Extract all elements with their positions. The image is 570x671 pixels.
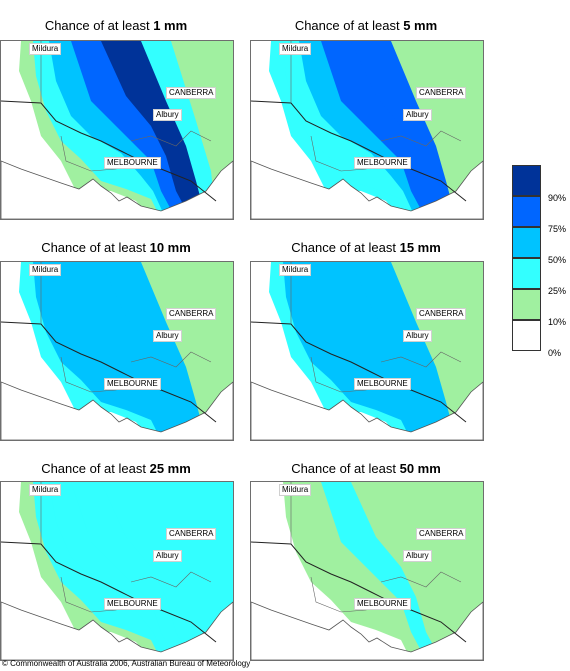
sea-area (1, 160, 233, 219)
probability-zone-6 (171, 41, 233, 219)
city-label-melbourne: MELBOURNE (104, 598, 161, 610)
copyright-notice: © Commonwealth of Australia 2006, Austra… (2, 659, 251, 668)
state-border-line (1, 321, 217, 423)
probability-map-svg (1, 482, 233, 660)
city-label-albury: Albury (403, 550, 432, 562)
city-label-melbourne: MELBOURNE (104, 157, 161, 169)
legend-label-10: 10% (548, 317, 567, 327)
city-label-canberra: CANBERRA (416, 308, 467, 320)
probability-map-svg (251, 41, 483, 219)
panel-amount: 10 mm (149, 240, 191, 255)
legend-swatch-50 (512, 227, 541, 258)
panel-amount: 5 mm (403, 18, 438, 33)
map-50mm: Mildura CANBERRA Albury MELBOURNE (250, 481, 484, 661)
probability-zone-4 (101, 482, 233, 660)
district-boundary-line (130, 351, 212, 368)
state-border-line (251, 541, 467, 643)
city-label-mildura: Mildura (29, 264, 62, 276)
sea-area (251, 601, 483, 660)
panel-amount: 50 mm (399, 461, 441, 476)
legend-swatch-25 (512, 258, 541, 289)
panel-title-50mm: Chance of at least 50 mm (291, 461, 441, 476)
map-10mm: Mildura CANBERRA Albury MELBOURNE (0, 261, 234, 441)
panel-title-1mm: Chance of at least 1 mm (44, 18, 188, 33)
state-border-line (251, 100, 467, 202)
probability-map-svg (1, 262, 233, 440)
sea-area (251, 160, 483, 219)
panel-title-10mm: Chance of at least 10 mm (41, 240, 191, 255)
probability-zone-5 (391, 262, 483, 440)
map-15mm: Mildura CANBERRA Albury MELBOURNE (250, 261, 484, 441)
city-label-melbourne: MELBOURNE (354, 157, 411, 169)
city-label-mildura: Mildura (279, 43, 312, 55)
sea-area (1, 601, 233, 660)
probability-zone-5 (141, 262, 233, 440)
legend-label-0: 0% (548, 348, 562, 358)
probability-map-svg (251, 482, 483, 660)
city-label-melbourne: MELBOURNE (104, 378, 161, 390)
city-label-melbourne: MELBOURNE (354, 598, 411, 610)
panel-amount: 25 mm (149, 461, 191, 476)
city-label-albury: Albury (153, 330, 182, 342)
sea-area (1, 381, 233, 440)
map-25mm: Mildura CANBERRA Albury MELBOURNE (0, 481, 234, 661)
city-label-albury: Albury (153, 109, 182, 121)
state-border-line (1, 100, 217, 202)
city-label-albury: Albury (153, 550, 182, 562)
state-border-line (251, 321, 467, 423)
probability-map-svg (1, 41, 233, 219)
panel-amount: 1 mm (153, 18, 188, 33)
district-boundary-line (380, 130, 462, 147)
probability-map-svg (251, 262, 483, 440)
city-label-canberra: CANBERRA (166, 528, 217, 540)
legend-label-25: 25% (548, 286, 567, 296)
sea-area (251, 381, 483, 440)
panel-amount: 15 mm (399, 240, 441, 255)
probability-zone-5 (391, 41, 483, 219)
city-label-melbourne: MELBOURNE (354, 378, 411, 390)
city-label-canberra: CANBERRA (416, 528, 467, 540)
district-boundary-line (380, 351, 462, 368)
city-label-canberra: CANBERRA (166, 308, 217, 320)
district-boundary-line (130, 571, 212, 588)
map-1mm: Mildura CANBERRA Albury MELBOURNE (0, 40, 234, 220)
city-label-mildura: Mildura (279, 264, 312, 276)
city-label-mildura: Mildura (29, 43, 62, 55)
city-label-mildura: Mildura (29, 484, 62, 496)
state-border-line (1, 541, 217, 643)
district-boundary-line (130, 130, 212, 147)
legend-label-50: 50% (548, 255, 567, 265)
probability-zone-4 (351, 482, 483, 660)
city-label-albury: Albury (403, 109, 432, 121)
legend-label-75: 75% (548, 224, 567, 234)
map-5mm: Mildura CANBERRA Albury MELBOURNE (250, 40, 484, 220)
district-boundary-line (380, 571, 462, 588)
panel-title-5mm: Chance of at least 5 mm (294, 18, 438, 33)
legend-swatch-0 (512, 320, 541, 351)
city-label-canberra: CANBERRA (166, 87, 217, 99)
legend-label-90: 90% (548, 193, 567, 203)
legend-swatch-10 (512, 289, 541, 320)
legend-swatch-90 (512, 165, 541, 196)
panel-title-15mm: Chance of at least 15 mm (291, 240, 441, 255)
legend-swatch-75 (512, 196, 541, 227)
city-label-albury: Albury (403, 330, 432, 342)
city-label-canberra: CANBERRA (416, 87, 467, 99)
city-label-mildura: Mildura (279, 484, 312, 496)
panel-title-25mm: Chance of at least 25 mm (41, 461, 191, 476)
